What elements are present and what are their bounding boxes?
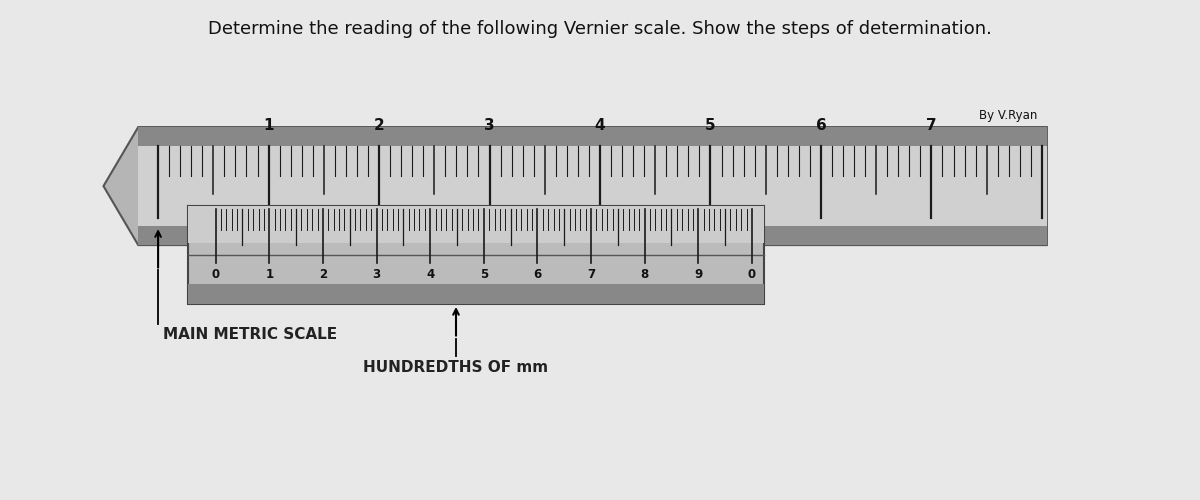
Text: 6: 6 [816, 118, 827, 133]
Text: By V.Ryan: By V.Ryan [978, 109, 1037, 122]
Text: 7: 7 [926, 118, 937, 133]
Bar [188, 206, 764, 243]
Text: 3: 3 [372, 268, 380, 281]
Bar [138, 226, 1046, 245]
Text: MAIN METRIC SCALE: MAIN METRIC SCALE [163, 326, 337, 342]
Text: 5: 5 [480, 268, 488, 281]
Text: 4: 4 [595, 118, 605, 133]
Text: 8: 8 [641, 268, 649, 281]
Text: 6: 6 [533, 268, 541, 281]
Text: 3: 3 [485, 118, 494, 133]
Text: Determine the reading of the following Vernier scale. Show the steps of determin: Determine the reading of the following V… [208, 20, 992, 38]
Polygon shape [103, 127, 1046, 245]
Text: HUNDREDTHS OF mm: HUNDREDTHS OF mm [364, 360, 548, 375]
Bar [138, 146, 1046, 226]
Text: 1: 1 [265, 268, 274, 281]
Bar [188, 284, 764, 304]
Text: 5: 5 [706, 118, 715, 133]
Text: 2: 2 [319, 268, 326, 281]
Text: 2: 2 [373, 118, 384, 133]
Text: 9: 9 [694, 268, 702, 281]
Text: 4: 4 [426, 268, 434, 281]
Text: 1: 1 [263, 118, 274, 133]
Bar [188, 206, 764, 304]
Text: 7: 7 [587, 268, 595, 281]
Bar [138, 127, 1046, 146]
Text: 0: 0 [748, 268, 756, 281]
Text: 0: 0 [211, 268, 220, 281]
